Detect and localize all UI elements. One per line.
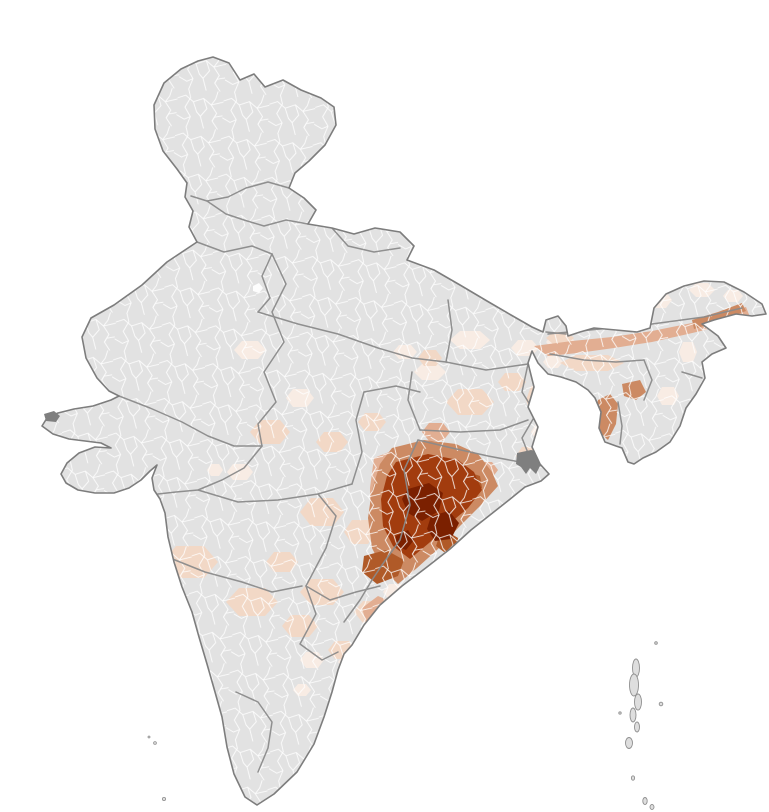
lakshadweep-islands[interactable] [147, 735, 166, 802]
andaman-nicobar-islands[interactable] [618, 641, 664, 810]
kutch-creek-patch [44, 411, 60, 422]
